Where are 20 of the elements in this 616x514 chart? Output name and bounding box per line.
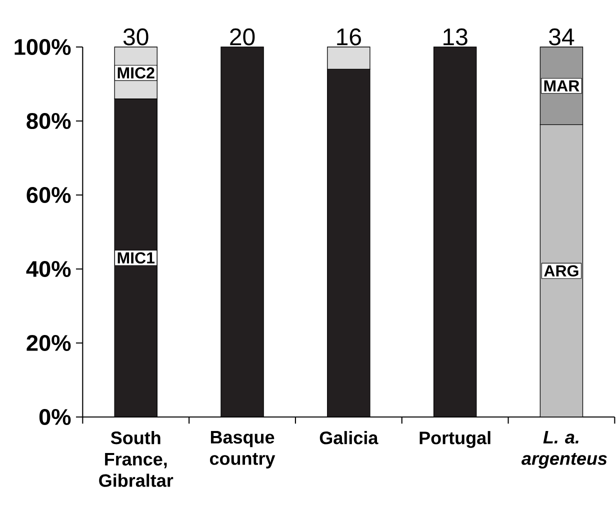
x-tick-label: Portugal [420, 431, 490, 448]
text: 20 [230, 28, 255, 46]
x-tick-label: South France, Gibraltar [99, 431, 174, 487]
series-label: MIC2 [118, 67, 154, 79]
y-tick-label: 60% [26, 186, 71, 204]
text: 13 [444, 28, 468, 46]
x-tick-label: L. a. argenteus [522, 431, 607, 469]
y-tick-label: 40% [26, 260, 71, 278]
series-label: ARG [544, 265, 578, 277]
series-label: MAR [544, 80, 580, 92]
y-tick-label: 100% [14, 38, 71, 56]
x-tick-label: Basque country [210, 431, 276, 469]
y-tick-label: 80% [26, 112, 71, 130]
text: 16 [337, 28, 361, 46]
y-tick-label: 0% [39, 408, 71, 426]
series-label: MIC1 [118, 252, 155, 264]
text: 30 [123, 28, 148, 46]
y-tick-label: 20% [26, 334, 71, 352]
text: 34 [549, 28, 574, 46]
x-tick-label: Galicia [320, 431, 378, 444]
